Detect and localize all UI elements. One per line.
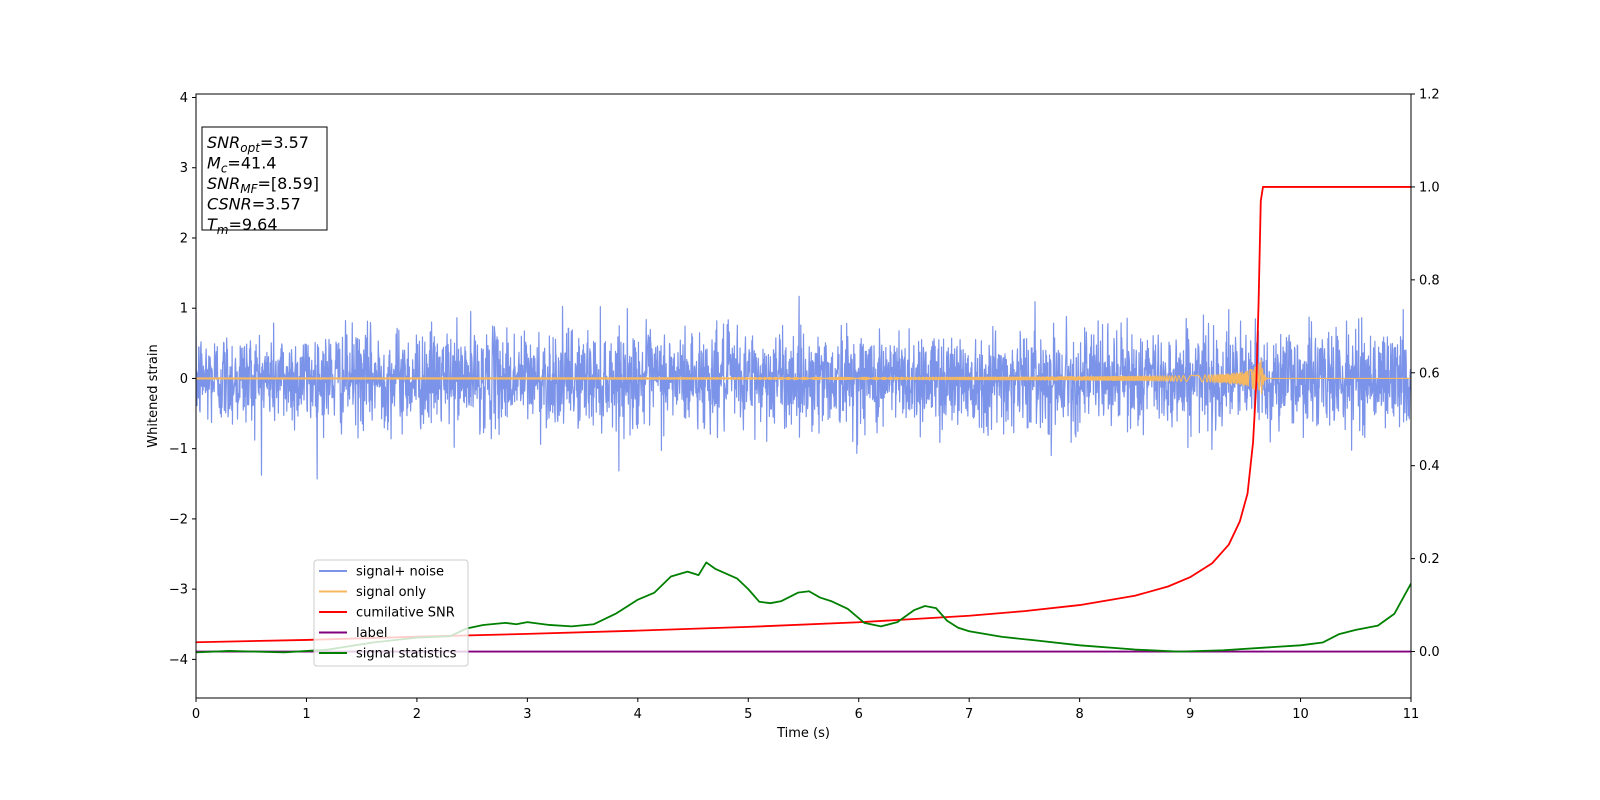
y-axis-label: Whitened strain	[146, 344, 161, 447]
y-left-tick-label: 0	[180, 372, 188, 387]
y-left-tick-label: 4	[180, 91, 188, 106]
series-line-signal-noise	[196, 295, 1411, 480]
annotation-frame	[201, 126, 328, 231]
x-tick-label: 3	[523, 707, 531, 722]
x-tick-label: 7	[965, 707, 973, 722]
annotation-line: Tm=9.64	[207, 215, 278, 237]
y-axis-left: 4 3 2 1 0 −1 −2 −3 −4	[169, 91, 196, 668]
y-left-tick-label: −4	[169, 653, 188, 668]
parameter-annotation: SNRopt=3.57Mc=41.4SNRMF=[8.59]CSNR=3.57T…	[201, 126, 328, 237]
x-tick-label: 0	[192, 707, 200, 722]
y-right-tick-label: 0.8	[1419, 273, 1440, 288]
legend-label: cumilative SNR	[356, 606, 455, 621]
x-tick-label: 10	[1292, 707, 1309, 722]
x-tick-label: 11	[1403, 707, 1420, 722]
x-tick-label: 4	[634, 707, 642, 722]
series-line-cumilative-snr	[196, 186, 1411, 644]
plot-frame	[195, 93, 1412, 699]
y-right-tick-label: 1.0	[1419, 180, 1440, 195]
y-axis-right: 1.2 1.0 0.8 0.6 0.4 0.2 0.0	[1411, 88, 1440, 660]
x-tick-label: 8	[1075, 707, 1083, 722]
x-tick-label: 1	[302, 707, 310, 722]
x-tick-label: 2	[413, 707, 421, 722]
legend-label: signal only	[356, 585, 426, 600]
y-right-tick-label: 0.4	[1419, 459, 1440, 474]
x-axis-label: Time (s)	[776, 726, 830, 741]
y-left-tick-label: −3	[169, 583, 188, 598]
y-left-tick-label: −1	[169, 442, 188, 457]
x-tick-label: 9	[1186, 707, 1194, 722]
legend-label: label	[356, 626, 387, 641]
y-right-tick-label: 0.2	[1419, 552, 1440, 567]
annotation-line: SNRMF=[8.59]	[207, 174, 319, 196]
annotation-line: Mc=41.4	[207, 154, 276, 176]
x-tick-label: 5	[744, 707, 752, 722]
legend-label: signal statistics	[356, 647, 457, 662]
annotation-line: CSNR=3.57	[207, 195, 301, 214]
legend-label: signal+ noise	[356, 565, 444, 580]
series-line-signal-statistics	[196, 561, 1411, 654]
x-axis: 0 1 2 3 4 5 6 7 8 9 10 11	[192, 698, 1419, 722]
y-right-tick-label: 1.2	[1419, 88, 1440, 103]
y-right-tick-label: 0.0	[1419, 645, 1440, 660]
y-left-tick-label: 3	[180, 161, 188, 176]
series-line-signal-only	[196, 359, 1411, 395]
legend-frame	[313, 559, 469, 667]
x-tick-label: 6	[855, 707, 863, 722]
y-left-tick-label: −2	[169, 512, 188, 527]
y-left-tick-label: 1	[180, 302, 188, 317]
annotation-line: SNRopt=3.57	[207, 133, 309, 155]
y-right-tick-label: 0.6	[1419, 366, 1440, 381]
legend: signal+ noise signal only cumilative SNR la…	[313, 559, 469, 667]
y-left-tick-label: 2	[180, 231, 188, 246]
